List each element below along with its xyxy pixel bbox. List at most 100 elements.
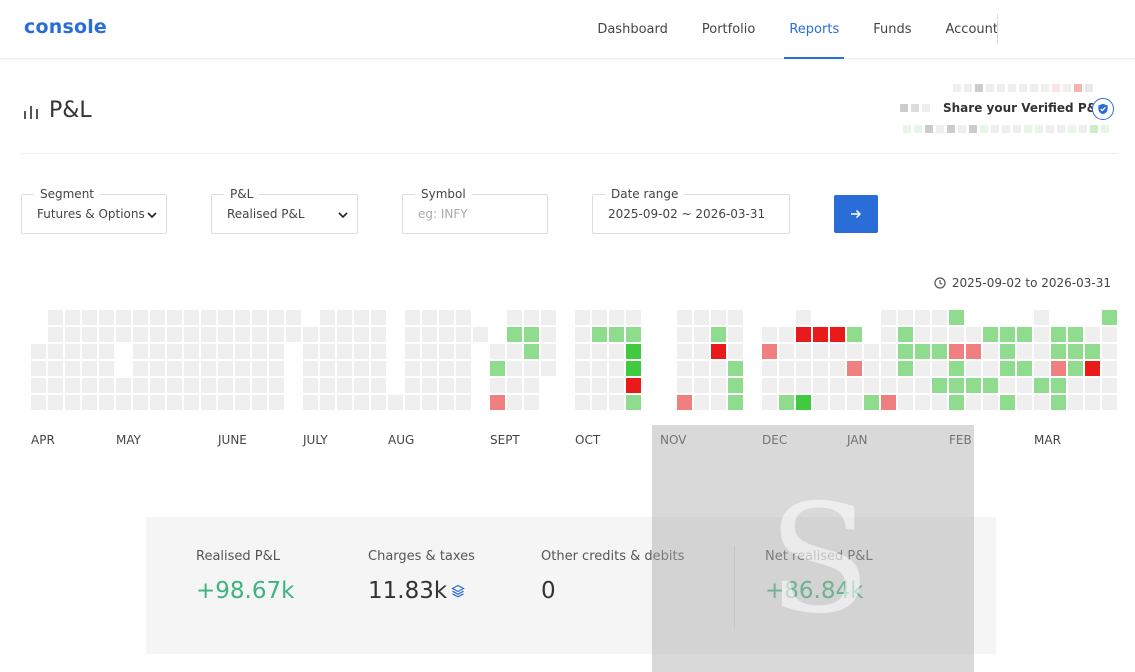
- heatmap-day-cell-no-trade[interactable]: [830, 361, 845, 376]
- apply-filters-button[interactable]: [834, 195, 878, 233]
- heatmap-day-cell-no-trade[interactable]: [218, 344, 233, 359]
- heatmap-day-cell-no-trade[interactable]: [65, 378, 80, 393]
- heatmap-day-cell-no-trade[interactable]: [82, 395, 97, 410]
- heatmap-day-cell-no-trade[interactable]: [881, 344, 896, 359]
- heatmap-day-cell-no-trade[interactable]: [99, 310, 114, 325]
- heatmap-day-cell-no-trade[interactable]: [694, 395, 709, 410]
- heatmap-day-cell-no-trade[interactable]: [48, 344, 63, 359]
- heatmap-day-cell-no-trade[interactable]: [99, 395, 114, 410]
- heatmap-day-cell-no-trade[interactable]: [422, 395, 437, 410]
- heatmap-day-cell-no-trade[interactable]: [1034, 361, 1049, 376]
- heatmap-day-cell-no-trade[interactable]: [133, 395, 148, 410]
- heatmap-day-cell-no-trade[interactable]: [235, 310, 250, 325]
- heatmap-day-cell-no-trade[interactable]: [48, 327, 63, 342]
- heatmap-day-cell-loss[interactable]: [762, 344, 777, 359]
- heatmap-day-cell-no-trade[interactable]: [983, 361, 998, 376]
- heatmap-day-cell-no-trade[interactable]: [813, 378, 828, 393]
- heatmap-day-cell-no-trade[interactable]: [1085, 395, 1100, 410]
- heatmap-day-cell-no-trade[interactable]: [133, 327, 148, 342]
- heatmap-day-cell-loss[interactable]: [1051, 361, 1066, 376]
- heatmap-day-cell-profit[interactable]: [592, 327, 607, 342]
- heatmap-day-cell-no-trade[interactable]: [405, 344, 420, 359]
- heatmap-day-cell-no-trade[interactable]: [966, 327, 981, 342]
- heatmap-day-cell-no-trade[interactable]: [354, 310, 369, 325]
- heatmap-day-cell-no-trade[interactable]: [915, 361, 930, 376]
- heatmap-day-cell-no-trade[interactable]: [184, 395, 199, 410]
- heatmap-day-cell-no-trade[interactable]: [65, 395, 80, 410]
- heatmap-day-cell-no-trade[interactable]: [456, 378, 471, 393]
- nav-funds[interactable]: Funds: [873, 22, 912, 37]
- heatmap-day-cell-no-trade[interactable]: [609, 361, 624, 376]
- heatmap-day-cell-no-trade[interactable]: [694, 310, 709, 325]
- heatmap-day-cell-strong-loss[interactable]: [626, 378, 641, 393]
- heatmap-day-cell-no-trade[interactable]: [881, 378, 896, 393]
- heatmap-day-cell-no-trade[interactable]: [541, 310, 556, 325]
- heatmap-day-cell-no-trade[interactable]: [1102, 344, 1117, 359]
- heatmap-day-cell-no-trade[interactable]: [218, 378, 233, 393]
- heatmap-day-cell-no-trade[interactable]: [507, 361, 522, 376]
- heatmap-day-cell-profit[interactable]: [1051, 327, 1066, 342]
- heatmap-day-cell-no-trade[interactable]: [575, 327, 590, 342]
- heatmap-day-cell-profit[interactable]: [1085, 344, 1100, 359]
- heatmap-day-cell-no-trade[interactable]: [320, 395, 335, 410]
- heatmap-day-cell-no-trade[interactable]: [116, 395, 131, 410]
- heatmap-day-cell-no-trade[interactable]: [473, 327, 488, 342]
- heatmap-day-cell-no-trade[interactable]: [541, 327, 556, 342]
- heatmap-day-cell-no-trade[interactable]: [762, 327, 777, 342]
- heatmap-day-cell-no-trade[interactable]: [694, 344, 709, 359]
- heatmap-day-cell-no-trade[interactable]: [762, 395, 777, 410]
- heatmap-day-cell-no-trade[interactable]: [575, 361, 590, 376]
- heatmap-day-cell-no-trade[interactable]: [201, 327, 216, 342]
- heatmap-day-cell-no-trade[interactable]: [966, 395, 981, 410]
- heatmap-day-cell-no-trade[interactable]: [490, 344, 505, 359]
- heatmap-day-cell-no-trade[interactable]: [235, 395, 250, 410]
- heatmap-day-cell-no-trade[interactable]: [694, 361, 709, 376]
- heatmap-day-cell-no-trade[interactable]: [303, 344, 318, 359]
- heatmap-day-cell-no-trade[interactable]: [371, 344, 386, 359]
- heatmap-day-cell-no-trade[interactable]: [48, 310, 63, 325]
- heatmap-day-cell-no-trade[interactable]: [303, 378, 318, 393]
- heatmap-day-cell-no-trade[interactable]: [728, 344, 743, 359]
- heatmap-day-cell-no-trade[interactable]: [235, 378, 250, 393]
- heatmap-day-cell-no-trade[interactable]: [456, 327, 471, 342]
- heatmap-day-cell-no-trade[interactable]: [184, 378, 199, 393]
- heatmap-day-cell-no-trade[interactable]: [779, 361, 794, 376]
- heatmap-day-cell-profit[interactable]: [1102, 310, 1117, 325]
- heatmap-day-cell-no-trade[interactable]: [354, 344, 369, 359]
- heatmap-day-cell-no-trade[interactable]: [354, 327, 369, 342]
- heatmap-day-cell-no-trade[interactable]: [983, 344, 998, 359]
- heatmap-day-cell-no-trade[interactable]: [813, 361, 828, 376]
- heatmap-day-cell-no-trade[interactable]: [337, 344, 352, 359]
- heatmap-day-cell-no-trade[interactable]: [677, 361, 692, 376]
- share-verified-pnl[interactable]: Share your Verified P&L: [898, 82, 1118, 138]
- heatmap-day-cell-no-trade[interactable]: [201, 344, 216, 359]
- heatmap-day-cell-no-trade[interactable]: [864, 361, 879, 376]
- heatmap-day-cell-no-trade[interactable]: [150, 361, 165, 376]
- heatmap-day-cell-no-trade[interactable]: [99, 361, 114, 376]
- heatmap-day-cell-no-trade[interactable]: [269, 378, 284, 393]
- heatmap-day-cell-no-trade[interactable]: [48, 378, 63, 393]
- layers-icon[interactable]: [451, 584, 465, 598]
- heatmap-day-cell-no-trade[interactable]: [405, 310, 420, 325]
- heatmap-day-cell-no-trade[interactable]: [983, 395, 998, 410]
- heatmap-day-cell-no-trade[interactable]: [252, 361, 267, 376]
- heatmap-day-cell-profit[interactable]: [728, 361, 743, 376]
- heatmap-day-cell-no-trade[interactable]: [82, 378, 97, 393]
- heatmap-day-cell-no-trade[interactable]: [830, 378, 845, 393]
- heatmap-day-cell-no-trade[interactable]: [320, 327, 335, 342]
- heatmap-day-cell-no-trade[interactable]: [235, 361, 250, 376]
- heatmap-day-cell-no-trade[interactable]: [898, 395, 913, 410]
- heatmap-day-cell-no-trade[interactable]: [167, 344, 182, 359]
- heatmap-day-cell-profit[interactable]: [1034, 378, 1049, 393]
- heatmap-day-cell-profit[interactable]: [949, 395, 964, 410]
- heatmap-day-cell-no-trade[interactable]: [507, 344, 522, 359]
- heatmap-day-cell-no-trade[interactable]: [592, 310, 607, 325]
- heatmap-day-cell-no-trade[interactable]: [99, 378, 114, 393]
- heatmap-day-cell-profit[interactable]: [626, 395, 641, 410]
- heatmap-day-cell-profit[interactable]: [1068, 327, 1083, 342]
- heatmap-day-cell-no-trade[interactable]: [1102, 395, 1117, 410]
- heatmap-day-cell-no-trade[interactable]: [422, 361, 437, 376]
- heatmap-day-cell-no-trade[interactable]: [847, 395, 862, 410]
- heatmap-day-cell-no-trade[interactable]: [1000, 378, 1015, 393]
- nav-portfolio[interactable]: Portfolio: [701, 22, 756, 37]
